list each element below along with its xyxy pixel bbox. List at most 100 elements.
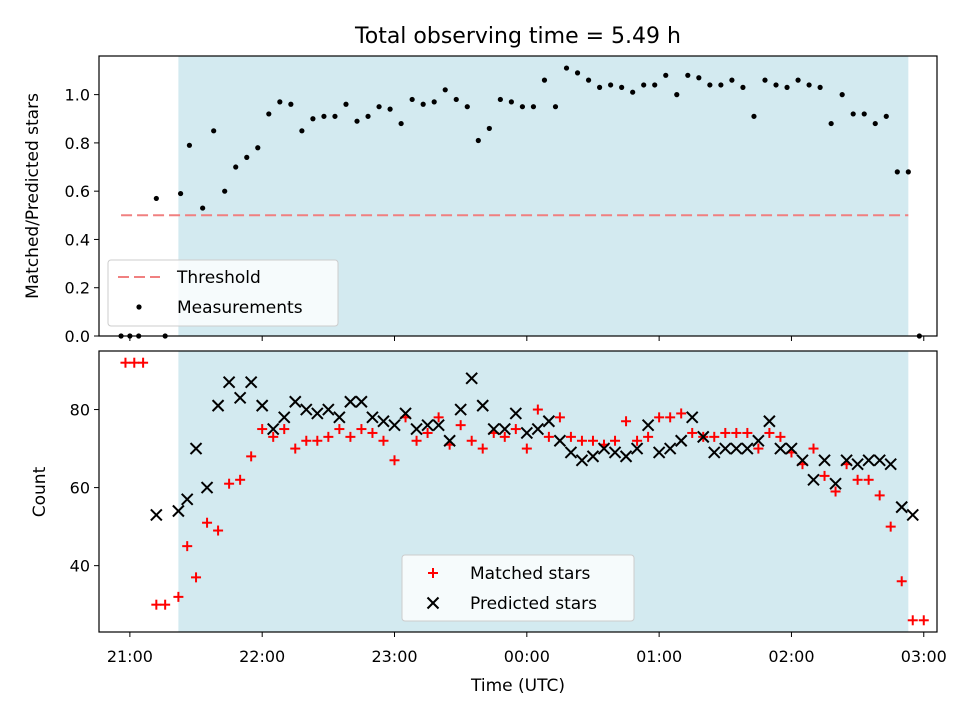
matched-star-point bbox=[532, 404, 543, 415]
predicted-star-point-b bbox=[884, 457, 897, 471]
predicted-star-point bbox=[873, 454, 886, 467]
matched-star-point bbox=[720, 427, 731, 438]
figure-title: Total observing time = 5.49 h bbox=[354, 24, 681, 49]
predicted-star-point bbox=[774, 442, 787, 455]
predicted-star-point-b bbox=[774, 442, 787, 455]
matched-star-point bbox=[202, 517, 213, 528]
legend-threshold-label: Threshold bbox=[176, 268, 261, 288]
matched-star-point bbox=[356, 424, 367, 435]
predicted-star-point-b bbox=[906, 508, 919, 522]
measurement-point bbox=[663, 72, 669, 78]
predicted-star-point bbox=[586, 450, 600, 463]
predicted-star-point-b bbox=[575, 454, 589, 467]
ratio-ytick-label: 0.8 bbox=[65, 134, 90, 153]
predicted-star-point bbox=[410, 422, 423, 436]
predicted-star-point-b bbox=[311, 407, 324, 420]
measurement-point bbox=[740, 84, 746, 90]
measurement-point bbox=[153, 195, 159, 202]
measurement-point bbox=[707, 82, 713, 88]
matched-star-point bbox=[885, 521, 896, 532]
matched-star-point bbox=[621, 416, 632, 427]
predicted-star-point-b bbox=[344, 395, 357, 408]
measurement-points bbox=[118, 65, 922, 339]
measurement-point bbox=[420, 101, 426, 107]
matched-star-point bbox=[896, 576, 907, 587]
measurement-point bbox=[762, 77, 768, 83]
measurement-point bbox=[795, 77, 801, 83]
predicted-star-point bbox=[388, 418, 401, 432]
ratio-legend-box bbox=[107, 259, 339, 327]
measurement-point bbox=[211, 128, 217, 134]
count-legend-box bbox=[401, 554, 635, 622]
predicted-star-point bbox=[730, 442, 743, 455]
predicted-star-point bbox=[172, 504, 185, 518]
measurement-point bbox=[585, 77, 592, 83]
predicted-star-point bbox=[630, 442, 644, 455]
predicted-star-point-b bbox=[355, 395, 368, 408]
count-xtick-label: 02:00 bbox=[768, 647, 814, 666]
measurement-point bbox=[872, 120, 878, 127]
predicted-star-point bbox=[498, 422, 511, 436]
predicted-star-point-b bbox=[719, 442, 732, 455]
measurement-point bbox=[894, 169, 900, 175]
predicted-star-point-b bbox=[454, 403, 467, 416]
matched-star-point bbox=[918, 615, 929, 626]
matched-star-point bbox=[323, 431, 334, 442]
count-ytick-label: 60 bbox=[70, 479, 90, 498]
predicted-star-point-b bbox=[222, 376, 236, 389]
measurement-point bbox=[200, 205, 206, 211]
measurement-point bbox=[861, 111, 867, 117]
matched-star-point bbox=[378, 435, 389, 446]
matched-star-point bbox=[587, 435, 598, 446]
predicted-star-point-b bbox=[200, 481, 214, 494]
count-ytick-label: 40 bbox=[70, 557, 90, 576]
predicted-star-point bbox=[322, 403, 335, 416]
measurement-point bbox=[442, 87, 448, 93]
predicted-star-point-b bbox=[674, 434, 688, 447]
matched-star-point bbox=[764, 427, 775, 438]
predicted-star-point-b bbox=[300, 403, 313, 416]
predicted-star-point bbox=[531, 422, 545, 436]
matched-star-point bbox=[521, 443, 532, 454]
matched-star-point bbox=[191, 572, 202, 583]
predicted-star-point-b bbox=[233, 391, 247, 405]
predicted-star-point-b bbox=[708, 446, 721, 459]
count-xtick-label: 03:00 bbox=[901, 647, 947, 666]
predicted-star-point bbox=[862, 454, 875, 467]
predicted-star-point bbox=[719, 442, 732, 455]
matched-star-point bbox=[499, 431, 510, 442]
predicted-star-point bbox=[443, 434, 456, 447]
count-xtick-label: 00:00 bbox=[504, 647, 550, 666]
matched-star-point bbox=[665, 412, 676, 423]
predicted-star-point-b bbox=[465, 372, 478, 385]
matched-star-point bbox=[808, 443, 819, 454]
measurement-point bbox=[244, 154, 250, 160]
predicted-star-point bbox=[608, 446, 622, 459]
matched-star-point bbox=[852, 474, 863, 485]
measurement-point bbox=[718, 82, 724, 88]
matched-star-point bbox=[565, 431, 576, 442]
matched-star-point bbox=[257, 424, 268, 435]
measurement-point bbox=[255, 145, 261, 151]
matched-star-point bbox=[389, 455, 400, 466]
predicted-star-point-b bbox=[851, 457, 864, 471]
measurement-point bbox=[387, 106, 393, 112]
predicted-star-point bbox=[895, 500, 908, 514]
predicted-star-point bbox=[840, 454, 853, 467]
measurement-point bbox=[409, 96, 415, 103]
predicted-star-point bbox=[763, 415, 776, 428]
predicted-star-point bbox=[509, 407, 523, 420]
measurement-point bbox=[343, 101, 349, 107]
count-legend: Matched stars Predicted stars bbox=[401, 554, 635, 622]
predicted-star-point-b bbox=[630, 442, 644, 455]
predicted-star-point-b bbox=[366, 411, 379, 424]
measurement-point bbox=[508, 99, 514, 105]
measurement-point bbox=[608, 82, 614, 88]
count-x-ticks: 21:00 22:00 23:00 00:00 01:00 02:00 03:00 bbox=[107, 632, 947, 666]
predicted-star-point-b bbox=[730, 442, 743, 455]
predicted-star-point bbox=[807, 473, 820, 486]
predicted-star-point-b bbox=[752, 434, 765, 447]
measurement-point bbox=[619, 84, 625, 90]
measurement-point bbox=[883, 113, 889, 119]
count-xtick-label: 01:00 bbox=[636, 647, 682, 666]
